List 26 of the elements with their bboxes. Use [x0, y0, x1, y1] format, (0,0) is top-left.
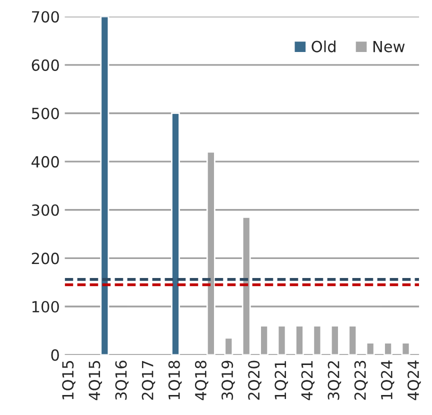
x-tick-label: 4Q24: [407, 360, 421, 400]
bar: [171, 112, 180, 355]
x-tick-label: 2Q20: [248, 360, 262, 400]
x-tick-label: 3Q19: [222, 360, 235, 400]
legend-label: Old: [312, 40, 336, 52]
y-tick-label: 100: [32, 300, 59, 313]
x-tick-label: 1Q15: [62, 361, 76, 400]
y-tick-label: 0: [51, 349, 59, 361]
bar: [100, 16, 110, 355]
x-tick-label: 4Q21: [301, 361, 315, 400]
y-tick-label: 300: [32, 204, 59, 216]
x-tick-label: 2Q23: [354, 360, 368, 400]
x-tick-label: 3Q22: [328, 361, 342, 400]
x-tick-label: 3Q16: [115, 360, 129, 400]
y-tick-label: 400: [32, 156, 59, 168]
y-tick-label: 200: [32, 252, 59, 264]
y-tick-label: 700: [32, 11, 59, 23]
x-tick-label: 1Q24: [380, 360, 394, 400]
x-tick-label: 1Q21: [274, 361, 288, 400]
x-tick-label: 4Q18: [194, 360, 208, 400]
x-tick-label: 1Q18: [168, 360, 182, 400]
x-tick-label: 4Q15: [88, 361, 102, 400]
x-tick-label: 2Q17: [142, 360, 156, 400]
legend-label: New: [373, 40, 405, 52]
y-tick-label: 500: [32, 108, 59, 120]
y-tick-label: 600: [32, 59, 59, 71]
